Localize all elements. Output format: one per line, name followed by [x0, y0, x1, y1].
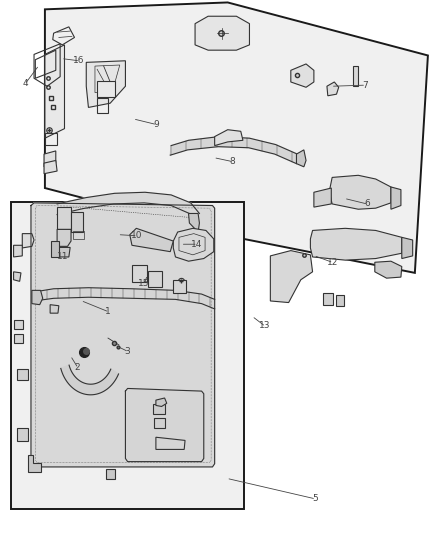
Bar [14, 334, 23, 343]
Bar [106, 469, 116, 479]
Polygon shape [44, 151, 56, 167]
Polygon shape [297, 150, 306, 167]
Text: 12: 12 [326, 258, 338, 266]
Bar [17, 369, 28, 381]
Polygon shape [314, 188, 331, 207]
Text: 10: 10 [131, 231, 142, 240]
Bar [336, 295, 344, 306]
Text: 8: 8 [229, 157, 235, 166]
Bar [71, 212, 83, 232]
Polygon shape [50, 305, 59, 313]
Polygon shape [45, 45, 64, 138]
Polygon shape [311, 228, 402, 260]
Polygon shape [31, 203, 215, 467]
Text: 2: 2 [75, 363, 80, 372]
Polygon shape [32, 290, 43, 305]
Polygon shape [57, 229, 71, 246]
Polygon shape [14, 245, 22, 257]
Bar [148, 271, 162, 287]
Polygon shape [402, 237, 413, 259]
Bar [153, 405, 165, 414]
Text: 16: 16 [73, 56, 85, 65]
Text: 1: 1 [105, 307, 111, 316]
Polygon shape [58, 247, 70, 257]
Text: 3: 3 [125, 347, 131, 356]
Polygon shape [156, 437, 185, 449]
Polygon shape [170, 136, 297, 164]
Bar [97, 98, 108, 113]
Polygon shape [61, 365, 119, 395]
Polygon shape [291, 64, 314, 87]
Polygon shape [215, 130, 243, 146]
Polygon shape [375, 261, 402, 278]
Text: 14: 14 [191, 240, 202, 249]
Polygon shape [188, 214, 199, 232]
Polygon shape [34, 288, 215, 309]
Bar [154, 418, 165, 428]
Text: 7: 7 [362, 80, 367, 90]
Bar [14, 319, 23, 329]
Polygon shape [156, 398, 167, 407]
Bar [97, 81, 116, 97]
Bar [322, 293, 333, 305]
Text: 6: 6 [364, 199, 370, 208]
Polygon shape [391, 187, 401, 209]
Bar [51, 241, 59, 257]
Polygon shape [195, 16, 250, 50]
Text: 13: 13 [259, 321, 270, 330]
Text: 15: 15 [138, 279, 150, 288]
Polygon shape [14, 272, 21, 281]
Polygon shape [44, 160, 57, 174]
Bar [132, 265, 147, 282]
Polygon shape [270, 251, 313, 303]
Polygon shape [327, 82, 339, 96]
Polygon shape [45, 3, 428, 273]
Bar [353, 66, 358, 86]
Bar [17, 428, 28, 441]
Bar [173, 280, 186, 293]
Polygon shape [28, 455, 41, 472]
Polygon shape [22, 233, 34, 248]
Bar [73, 231, 84, 239]
Text: 4: 4 [22, 79, 28, 88]
Text: 9: 9 [153, 120, 159, 129]
Text: 11: 11 [57, 253, 68, 262]
Polygon shape [173, 228, 214, 261]
Polygon shape [130, 228, 173, 252]
Polygon shape [11, 202, 244, 510]
Bar [45, 133, 57, 144]
Polygon shape [125, 389, 204, 462]
Bar [57, 207, 71, 229]
Polygon shape [57, 192, 199, 223]
Polygon shape [86, 61, 125, 108]
Polygon shape [330, 175, 391, 209]
Text: 5: 5 [312, 494, 318, 503]
